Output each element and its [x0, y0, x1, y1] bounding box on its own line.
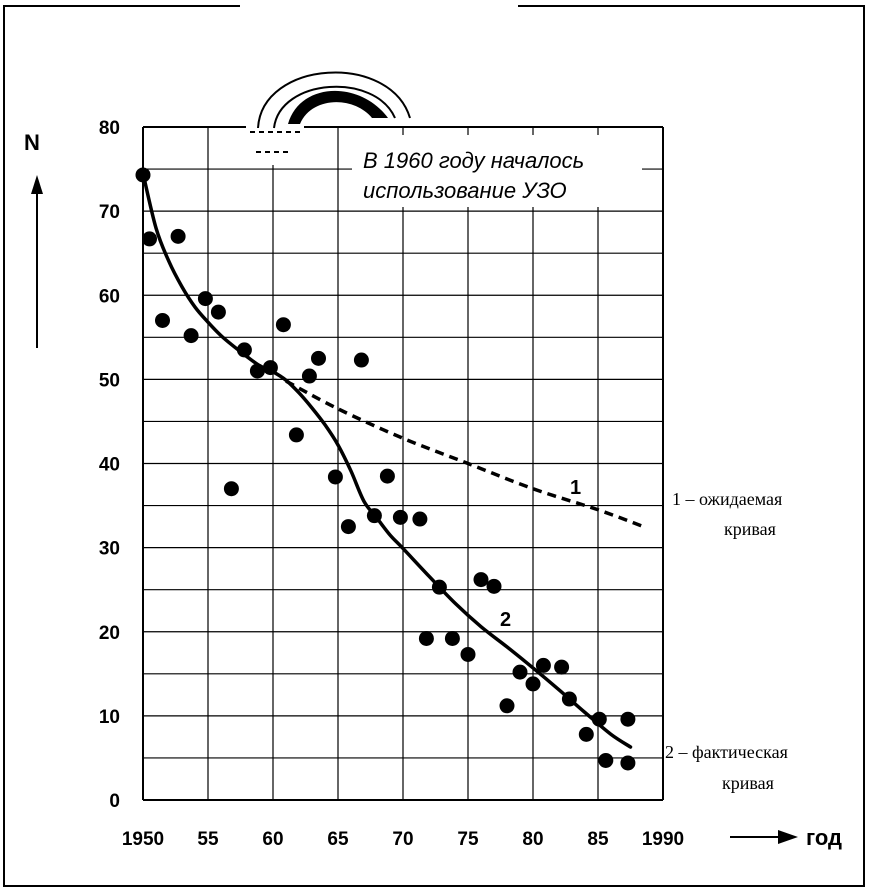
data-point: [210, 304, 226, 320]
x-axis-label: год: [806, 825, 842, 850]
x-axis-arrow-icon: [730, 830, 798, 844]
y-tick-label: 50: [99, 370, 120, 391]
y-tick-label: 20: [99, 623, 120, 644]
data-point: [288, 427, 304, 443]
y-tick-label: 40: [99, 455, 120, 476]
series-line-2: [141, 171, 633, 749]
data-point: [379, 468, 395, 484]
x-tick-label: 1990: [642, 829, 684, 850]
y-tick-label: 70: [99, 202, 120, 223]
data-point: [392, 509, 408, 525]
legend-entry-2-cont: кривая: [722, 773, 774, 793]
y-tick-label: 0: [109, 791, 120, 812]
data-point: [486, 578, 502, 594]
data-point: [170, 228, 186, 244]
data-point: [311, 350, 326, 366]
data-point: [135, 167, 151, 183]
data-point: [444, 630, 460, 646]
data-point: [512, 664, 528, 680]
data-point: [554, 659, 570, 675]
x-tick-label: 75: [457, 829, 479, 850]
data-point: [525, 676, 541, 692]
data-point: [591, 711, 607, 727]
x-tick-label: 70: [392, 829, 413, 850]
data-point: [275, 317, 291, 333]
y-axis-arrow-icon: [31, 175, 43, 348]
data-points: [135, 167, 636, 771]
data-point: [535, 657, 551, 673]
data-point: [301, 368, 317, 384]
series-lines: [141, 171, 645, 749]
data-point: [431, 579, 447, 595]
x-tick-label: 65: [327, 829, 349, 850]
data-point: [598, 752, 614, 768]
arch-logo-icon: [246, 71, 411, 165]
annotation-line-2: использование УЗО: [363, 178, 567, 203]
y-tick-labels: 0 10 20 30 40 50 60 70 80: [99, 118, 120, 812]
x-tick-label: 55: [197, 829, 219, 850]
data-point: [473, 572, 489, 588]
y-tick-label: 30: [99, 539, 120, 560]
data-point: [412, 511, 428, 527]
data-point: [183, 328, 199, 344]
y-tick-label: 80: [99, 118, 120, 139]
data-point: [236, 342, 252, 358]
data-point: [620, 755, 636, 771]
data-point: [327, 469, 343, 485]
series-line-1: [285, 379, 645, 529]
x-tick-label: 85: [587, 829, 609, 850]
data-point: [353, 352, 369, 368]
legend-entry-1: 1 – ожидаемая: [672, 489, 782, 509]
curve-label-1: 1: [570, 477, 581, 499]
data-point: [142, 231, 157, 247]
data-point: [620, 711, 636, 727]
legend-entry-2: 2 – фактическая: [665, 742, 788, 762]
data-point: [366, 508, 382, 524]
data-point: [155, 312, 170, 328]
data-point: [561, 691, 577, 707]
annotation-line-1: В 1960 году началось: [363, 148, 584, 173]
legend-entry-1-cont: кривая: [724, 519, 776, 539]
data-point: [197, 291, 213, 307]
x-tick-label: 1950: [122, 829, 164, 850]
y-tick-label: 60: [99, 286, 120, 307]
y-axis-label: N: [24, 130, 40, 155]
x-tick-label: 80: [522, 829, 543, 850]
annotation-box: В 1960 году началось использование УЗО: [352, 135, 642, 207]
data-point: [499, 698, 515, 714]
data-point: [418, 630, 434, 646]
data-point: [578, 726, 594, 742]
x-tick-label: 60: [262, 829, 283, 850]
x-tick-labels: 1950 55 60 65 70 75 80 85 1990: [122, 829, 684, 850]
frame-top-gap: [240, 2, 518, 12]
data-point: [340, 519, 356, 535]
data-point: [460, 646, 476, 662]
data-point: [249, 363, 265, 379]
grid: [142, 126, 664, 801]
y-tick-label: 10: [99, 707, 120, 728]
data-point: [262, 360, 278, 376]
data-point: [223, 481, 239, 497]
curve-label-2: 2: [500, 609, 511, 631]
